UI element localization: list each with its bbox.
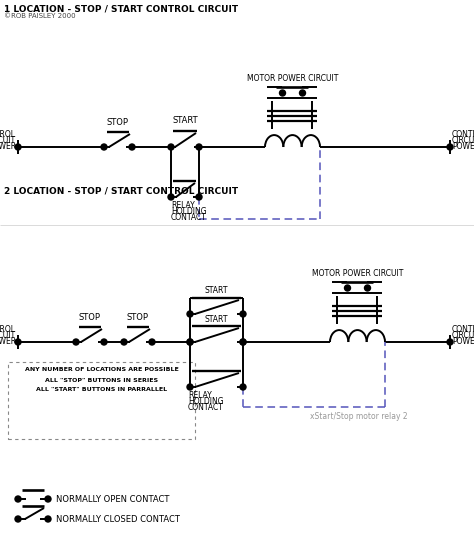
Text: POWER: POWER — [0, 142, 16, 151]
Circle shape — [149, 339, 155, 345]
Circle shape — [196, 144, 202, 150]
Circle shape — [240, 384, 246, 390]
Text: STOP: STOP — [127, 313, 149, 322]
Circle shape — [129, 144, 135, 150]
Text: CONTACT: CONTACT — [188, 403, 224, 412]
Text: ALL "STOP" BUTTONS IN SERIES: ALL "STOP" BUTTONS IN SERIES — [45, 378, 158, 383]
Circle shape — [15, 144, 21, 150]
Text: START: START — [172, 116, 198, 125]
Circle shape — [447, 339, 453, 345]
Text: CIRCUIT: CIRCUIT — [452, 331, 474, 340]
Circle shape — [365, 285, 371, 291]
Circle shape — [187, 311, 193, 317]
Circle shape — [15, 516, 21, 522]
Circle shape — [15, 496, 21, 502]
Circle shape — [300, 90, 306, 96]
Circle shape — [280, 90, 285, 96]
Text: STOP: STOP — [107, 118, 129, 127]
Text: CIRCUIT: CIRCUIT — [0, 331, 16, 340]
Text: START: START — [205, 315, 228, 324]
Circle shape — [447, 144, 453, 150]
Text: CONTROL: CONTROL — [0, 325, 16, 334]
Circle shape — [240, 339, 246, 345]
Circle shape — [101, 144, 107, 150]
Text: HOLDING: HOLDING — [188, 397, 224, 406]
Circle shape — [45, 516, 51, 522]
Text: 2 LOCATION - STOP / START CONTROL CIRCUIT: 2 LOCATION - STOP / START CONTROL CIRCUI… — [4, 186, 238, 195]
Text: POWER: POWER — [0, 337, 16, 346]
Text: ANY NUMBER OF LOCATIONS ARE POSSIBLE: ANY NUMBER OF LOCATIONS ARE POSSIBLE — [25, 367, 178, 372]
Text: CONTROL: CONTROL — [452, 325, 474, 334]
Text: CONTACT: CONTACT — [171, 213, 207, 222]
Text: CIRCUIT: CIRCUIT — [0, 136, 16, 145]
Text: CONTROL: CONTROL — [0, 130, 16, 139]
Text: CIRCUIT: CIRCUIT — [452, 136, 474, 145]
Text: 1 LOCATION - STOP / START CONTROL CIRCUIT: 1 LOCATION - STOP / START CONTROL CIRCUI… — [4, 4, 238, 13]
Circle shape — [196, 194, 202, 200]
Text: xStart/Stop motor relay 2: xStart/Stop motor relay 2 — [310, 412, 408, 421]
Text: POWER: POWER — [452, 337, 474, 346]
Circle shape — [121, 339, 127, 345]
Text: HOLDING: HOLDING — [171, 207, 207, 216]
Circle shape — [73, 339, 79, 345]
Text: POWER: POWER — [452, 142, 474, 151]
Text: ALL "START" BUTTONS IN PARRALLEL: ALL "START" BUTTONS IN PARRALLEL — [36, 387, 167, 392]
Text: CONTROL: CONTROL — [452, 130, 474, 139]
Text: RELAY: RELAY — [171, 201, 195, 210]
Circle shape — [187, 384, 193, 390]
Circle shape — [168, 194, 174, 200]
Circle shape — [15, 339, 21, 345]
Text: NORMALLY OPEN CONTACT: NORMALLY OPEN CONTACT — [56, 495, 169, 504]
Text: STOP: STOP — [79, 313, 101, 322]
Text: START: START — [205, 286, 228, 295]
Circle shape — [345, 285, 350, 291]
Text: NORMALLY CLOSED CONTACT: NORMALLY CLOSED CONTACT — [56, 514, 180, 524]
Text: RELAY: RELAY — [188, 391, 212, 400]
Circle shape — [45, 496, 51, 502]
Circle shape — [187, 339, 193, 345]
Circle shape — [168, 144, 174, 150]
Text: ©ROB PAISLEY 2000: ©ROB PAISLEY 2000 — [4, 13, 76, 19]
Circle shape — [240, 311, 246, 317]
Text: MOTOR POWER CIRCUIT: MOTOR POWER CIRCUIT — [312, 269, 403, 278]
Circle shape — [101, 339, 107, 345]
Circle shape — [240, 339, 246, 345]
Text: MOTOR POWER CIRCUIT: MOTOR POWER CIRCUIT — [247, 74, 338, 83]
Circle shape — [187, 339, 193, 345]
